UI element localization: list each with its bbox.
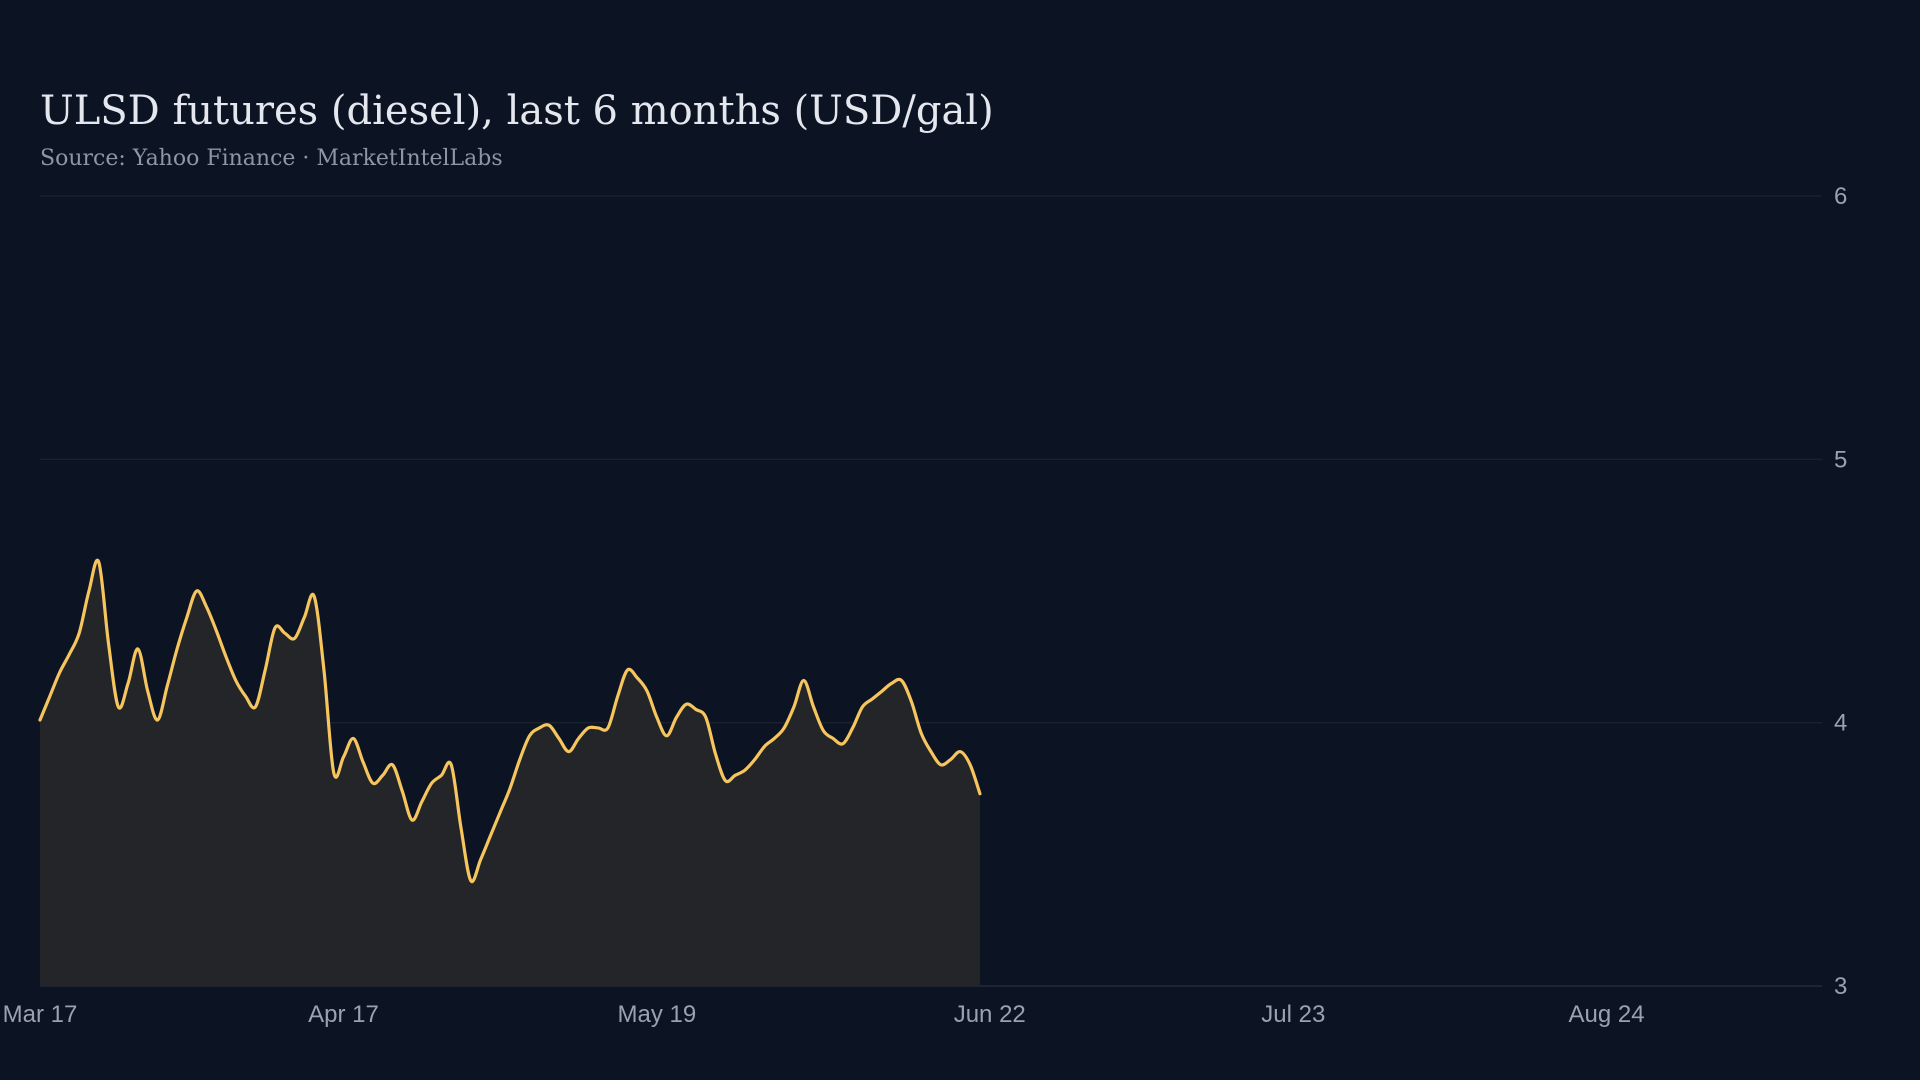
series-line bbox=[38, 558, 982, 884]
chart-subtitle: Source: Yahoo Finance · MarketIntelLabs bbox=[40, 146, 503, 171]
y-tick-label: 4 bbox=[1834, 710, 1847, 737]
x-tick-label: May 19 bbox=[617, 1001, 696, 1028]
y-tick-label: 3 bbox=[1834, 973, 1847, 1000]
y-tick-label: 6 bbox=[1834, 183, 1847, 210]
y-tick-label: 5 bbox=[1834, 446, 1847, 473]
x-tick-label: Mar 17 bbox=[3, 1001, 78, 1028]
x-axis-ticks: Mar 17 Apr 17 May 19 Jun 22 Jul 23 Aug 24 bbox=[3, 1001, 1645, 1028]
series-area-fill bbox=[40, 560, 980, 986]
x-tick-label: Jun 22 bbox=[954, 1001, 1026, 1028]
chart-title: ULSD futures (diesel), last 6 months (US… bbox=[40, 88, 994, 134]
x-tick-label: Aug 24 bbox=[1569, 1001, 1645, 1028]
x-tick-label: Apr 17 bbox=[308, 1001, 379, 1028]
y-axis-ticks: 6 5 4 3 bbox=[1834, 183, 1847, 1000]
x-tick-label: Jul 23 bbox=[1261, 1001, 1325, 1028]
